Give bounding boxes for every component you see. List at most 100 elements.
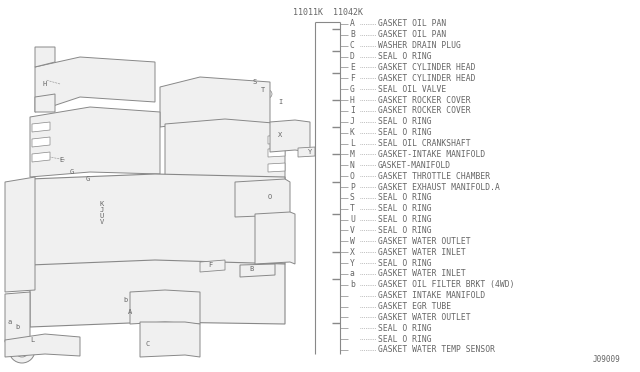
Text: M: M (350, 150, 355, 159)
Text: E: E (60, 157, 64, 163)
Text: SEAL O RING: SEAL O RING (378, 193, 431, 202)
Text: SEAL OIL CRANKSHAFT: SEAL OIL CRANKSHAFT (378, 139, 470, 148)
Text: GASKET OIL PAN: GASKET OIL PAN (378, 31, 446, 39)
Text: GASKET OIL PAN: GASKET OIL PAN (378, 19, 446, 29)
Circle shape (85, 197, 135, 247)
Text: O: O (268, 194, 272, 200)
Polygon shape (268, 163, 285, 172)
Text: GASKET-INTAKE MANIFOLD: GASKET-INTAKE MANIFOLD (378, 150, 485, 159)
Text: F: F (350, 74, 355, 83)
Text: b: b (123, 297, 127, 303)
Text: GASKET EXHAUST MANIFOLD.A: GASKET EXHAUST MANIFOLD.A (378, 183, 500, 192)
Text: GASKET THROTTLE CHAMBER: GASKET THROTTLE CHAMBER (378, 171, 490, 181)
Circle shape (9, 337, 35, 363)
Text: B: B (250, 266, 254, 272)
Text: Y: Y (350, 259, 355, 267)
Text: GASKET WATER INLET: GASKET WATER INLET (378, 269, 466, 278)
Polygon shape (32, 122, 50, 132)
Text: H: H (350, 96, 355, 105)
Circle shape (155, 207, 185, 237)
Text: GASKET INTAKE MANIFOLD: GASKET INTAKE MANIFOLD (378, 291, 485, 300)
Text: G: G (86, 176, 90, 182)
Polygon shape (5, 292, 30, 342)
Text: B: B (350, 31, 355, 39)
Circle shape (15, 343, 29, 357)
Text: SEAL O RING: SEAL O RING (378, 204, 431, 213)
Polygon shape (200, 122, 220, 127)
Text: W: W (350, 237, 355, 246)
Polygon shape (32, 137, 50, 147)
Text: V: V (100, 219, 104, 225)
Text: 11042K: 11042K (333, 8, 363, 17)
Circle shape (280, 126, 300, 146)
Polygon shape (200, 260, 225, 272)
Polygon shape (235, 179, 290, 217)
Circle shape (145, 197, 195, 247)
Text: S: S (253, 79, 257, 85)
Polygon shape (298, 147, 315, 157)
Circle shape (264, 90, 272, 98)
Circle shape (254, 83, 262, 91)
Circle shape (166, 304, 174, 312)
Polygon shape (30, 174, 285, 267)
Text: GASKET WATER OUTLET: GASKET WATER OUTLET (378, 237, 470, 246)
Text: GASKET ROCKER COVER: GASKET ROCKER COVER (378, 106, 470, 115)
Text: H: H (43, 81, 47, 87)
Polygon shape (268, 135, 285, 144)
Circle shape (151, 304, 159, 312)
Polygon shape (160, 77, 270, 127)
Text: E: E (350, 63, 355, 72)
Circle shape (215, 207, 245, 237)
Polygon shape (5, 177, 35, 292)
Text: SEAL O RING: SEAL O RING (378, 259, 431, 267)
Circle shape (205, 197, 255, 247)
Text: C: C (350, 41, 355, 50)
Text: SEAL O RING: SEAL O RING (378, 324, 431, 333)
Text: GASKET OIL FILTER BRKT (4WD): GASKET OIL FILTER BRKT (4WD) (378, 280, 515, 289)
Text: A: A (128, 309, 132, 315)
Text: I: I (278, 99, 282, 105)
Text: O: O (350, 171, 355, 181)
Text: N: N (350, 161, 355, 170)
Polygon shape (35, 94, 55, 112)
Text: SEAL O RING: SEAL O RING (378, 117, 431, 126)
Text: K: K (350, 128, 355, 137)
Polygon shape (255, 212, 295, 264)
Text: X: X (350, 248, 355, 257)
Text: C: C (146, 341, 150, 347)
Text: a: a (350, 269, 355, 278)
Text: J: J (350, 117, 355, 126)
Text: G: G (350, 85, 355, 94)
Polygon shape (30, 260, 285, 327)
Text: V: V (350, 226, 355, 235)
Text: SEAL O RING: SEAL O RING (378, 335, 431, 344)
Text: F: F (208, 262, 212, 268)
Text: GASKET CYLINDER HEAD: GASKET CYLINDER HEAD (378, 63, 476, 72)
Text: 11011K: 11011K (293, 8, 323, 17)
Polygon shape (35, 47, 55, 67)
Text: T: T (261, 87, 265, 93)
Text: T: T (350, 204, 355, 213)
Text: Y: Y (308, 149, 312, 155)
Text: GASKET WATER INLET: GASKET WATER INLET (378, 248, 466, 257)
Text: GASKET ROCKER COVER: GASKET ROCKER COVER (378, 96, 470, 105)
Text: GASKET WATER TEMP SENSOR: GASKET WATER TEMP SENSOR (378, 346, 495, 355)
Polygon shape (35, 57, 155, 112)
Text: D: D (350, 52, 355, 61)
Text: G: G (70, 169, 74, 175)
Text: b: b (16, 324, 20, 330)
Polygon shape (165, 119, 285, 187)
Text: GASKET CYLINDER HEAD: GASKET CYLINDER HEAD (378, 74, 476, 83)
Polygon shape (268, 148, 285, 157)
Text: U: U (100, 213, 104, 219)
Text: J09009: J09009 (592, 355, 620, 364)
Circle shape (95, 207, 125, 237)
Text: SEAL O RING: SEAL O RING (378, 215, 431, 224)
Polygon shape (140, 322, 200, 357)
Circle shape (8, 265, 32, 289)
Polygon shape (130, 290, 200, 324)
Text: b: b (350, 280, 355, 289)
Text: L: L (350, 139, 355, 148)
Text: P: P (350, 183, 355, 192)
Text: J: J (100, 207, 104, 213)
